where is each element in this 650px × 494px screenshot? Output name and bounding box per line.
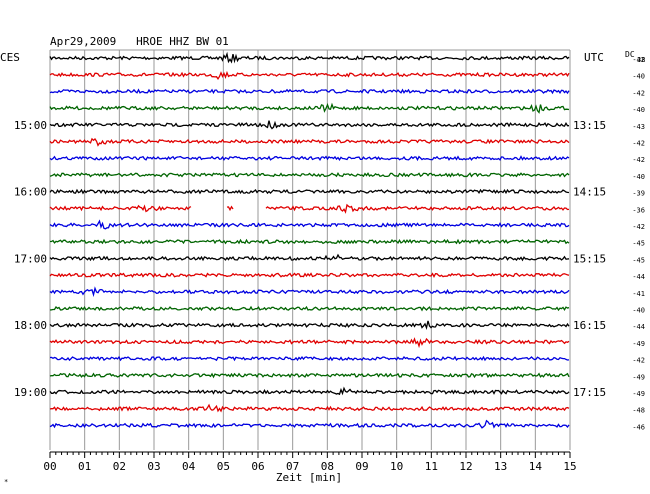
right-timezone-label: UTC	[584, 51, 604, 64]
x-tick-label: 01	[78, 460, 91, 473]
trace-row-7	[49, 171, 570, 178]
trace-row-4	[49, 120, 569, 130]
left-time-label: 16:00	[14, 186, 47, 199]
trace-row-11	[50, 238, 570, 245]
trace-row-13	[49, 272, 570, 279]
trace-row-15	[49, 305, 570, 312]
trace-row-8	[49, 188, 570, 195]
x-tick-label: 02	[113, 460, 126, 473]
trace-group	[49, 51, 570, 429]
dc-offset-label: -42	[632, 89, 645, 97]
left-time-label: 18:00	[14, 319, 47, 332]
dc-offset-labels: -42 -40 -42 -40 -43 -42 -42 -40 -39 -36 -42 -45 -45 -…	[632, 56, 645, 431]
left-time-label: 15:00	[14, 119, 47, 132]
trace-row-20	[49, 386, 570, 396]
trace-row-2	[49, 88, 570, 95]
left-timezone-label: CES	[0, 51, 20, 64]
dc-offset-label: -43	[632, 123, 645, 131]
left-time-label: 19:00	[14, 386, 47, 399]
x-tick-label: 15	[563, 460, 576, 473]
dc-offset-label: -42	[632, 156, 645, 164]
x-tick-label: 13	[494, 460, 507, 473]
dc-offset-label: -42	[632, 56, 645, 64]
trace-row-14	[49, 286, 570, 298]
x-tick-label: 09	[355, 460, 368, 473]
trace-row-10	[49, 219, 570, 230]
x-axis-label: Zeit [min]	[276, 471, 342, 484]
trace-row-17	[49, 337, 570, 349]
right-time-label: 13:15	[573, 119, 606, 132]
dc-offset-label: -45	[632, 240, 645, 248]
x-tick-label: 05	[217, 460, 230, 473]
dc-offset-label: -44	[632, 323, 645, 331]
trace-row-5	[49, 137, 570, 147]
dc-sub-label: 38	[637, 56, 645, 64]
dc-offset-label: -40	[632, 73, 645, 81]
dc-offset-label: -41	[632, 290, 645, 298]
right-time-label: 14:15	[573, 186, 606, 199]
trace-row-0	[49, 51, 570, 64]
right-time-label: 15:15	[573, 252, 606, 265]
x-tick-label: 11	[425, 460, 438, 473]
dc-offset-label: -49	[632, 340, 645, 348]
trace-row-19	[49, 372, 570, 379]
left-time-label: 17:00	[14, 252, 47, 265]
trace-row-6	[49, 155, 570, 162]
corner-mark: *	[4, 478, 8, 486]
dc-offset-label: -48	[632, 407, 645, 415]
trace-row-16	[49, 320, 570, 331]
trace-row-12	[49, 253, 570, 262]
x-axis: 00 01 02 03 04 05 06 07 08 09 10 11 12 13 14 15	[43, 451, 577, 473]
trace-row-22	[49, 419, 570, 429]
left-time-labels: 15:00 16:00 17:00 18:00 19:00	[14, 119, 47, 399]
dc-label: DC	[625, 50, 635, 59]
dc-offset-label: -40	[632, 106, 645, 114]
trace-row-18	[49, 355, 570, 362]
trace-row-9	[49, 203, 570, 214]
trace-row-21	[49, 403, 570, 413]
x-tick-label: 10	[390, 460, 403, 473]
dc-offset-label: -42	[632, 140, 645, 148]
x-tick-label: 00	[43, 460, 56, 473]
x-tick-label: 12	[459, 460, 472, 473]
dc-offset-label: -49	[632, 373, 645, 381]
dc-offset-label: -39	[632, 190, 645, 198]
x-tick-label: 07	[286, 460, 299, 473]
x-tick-label: 06	[251, 460, 264, 473]
x-tick-label: 08	[321, 460, 334, 473]
grid-lines	[49, 49, 571, 450]
dc-offset-label: -49	[632, 390, 645, 398]
trace-row-3	[49, 102, 570, 114]
right-time-labels: 13:15 14:15 15:15 16:15 17:15	[573, 119, 606, 399]
x-tick-label: 14	[529, 460, 543, 473]
dc-offset-label: -46	[632, 423, 645, 431]
dc-offset-label: -40	[632, 173, 645, 181]
chart-title: Apr29,2009 HROE HHZ BW 01	[50, 35, 229, 48]
x-tick-label: 03	[147, 460, 160, 473]
dc-offset-label: -42	[632, 357, 645, 365]
x-tick-label: 04	[182, 460, 196, 473]
right-time-label: 16:15	[573, 319, 606, 332]
trace-row-1	[49, 70, 570, 80]
dc-offset-label: -44	[632, 273, 645, 281]
dc-offset-label: -42	[632, 223, 645, 231]
dc-offset-label: -45	[632, 256, 645, 264]
dc-offset-label: -36	[632, 206, 645, 214]
dc-offset-label: -40	[632, 307, 645, 315]
right-time-label: 17:15	[573, 386, 606, 399]
